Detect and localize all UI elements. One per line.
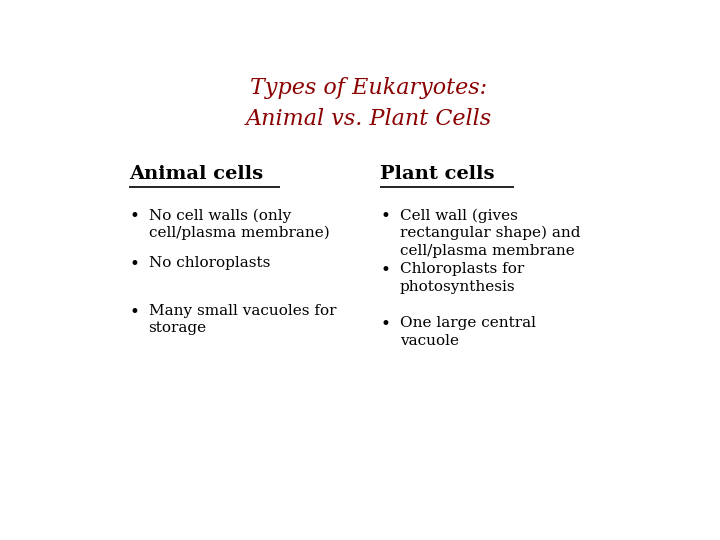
Text: One large central
vacuole: One large central vacuole	[400, 316, 536, 348]
Text: •: •	[380, 262, 390, 279]
Text: Chloroplasts for
photosynthesis: Chloroplasts for photosynthesis	[400, 262, 524, 294]
Text: •: •	[129, 208, 139, 225]
Text: No chloroplasts: No chloroplasts	[148, 256, 270, 270]
Text: •: •	[380, 316, 390, 333]
Text: •: •	[129, 256, 139, 273]
Text: Plant cells: Plant cells	[380, 165, 495, 183]
Text: No cell walls (only
cell/plasma membrane): No cell walls (only cell/plasma membrane…	[148, 208, 329, 240]
Text: Types of Eukaryotes:
Animal vs. Plant Cells: Types of Eukaryotes: Animal vs. Plant Ce…	[246, 77, 492, 130]
Text: •: •	[380, 208, 390, 225]
Text: Many small vacuoles for
storage: Many small vacuoles for storage	[148, 304, 336, 335]
Text: Animal cells: Animal cells	[129, 165, 264, 183]
Text: •: •	[129, 304, 139, 321]
Text: Cell wall (gives
rectangular shape) and
cell/plasma membrane: Cell wall (gives rectangular shape) and …	[400, 208, 580, 258]
